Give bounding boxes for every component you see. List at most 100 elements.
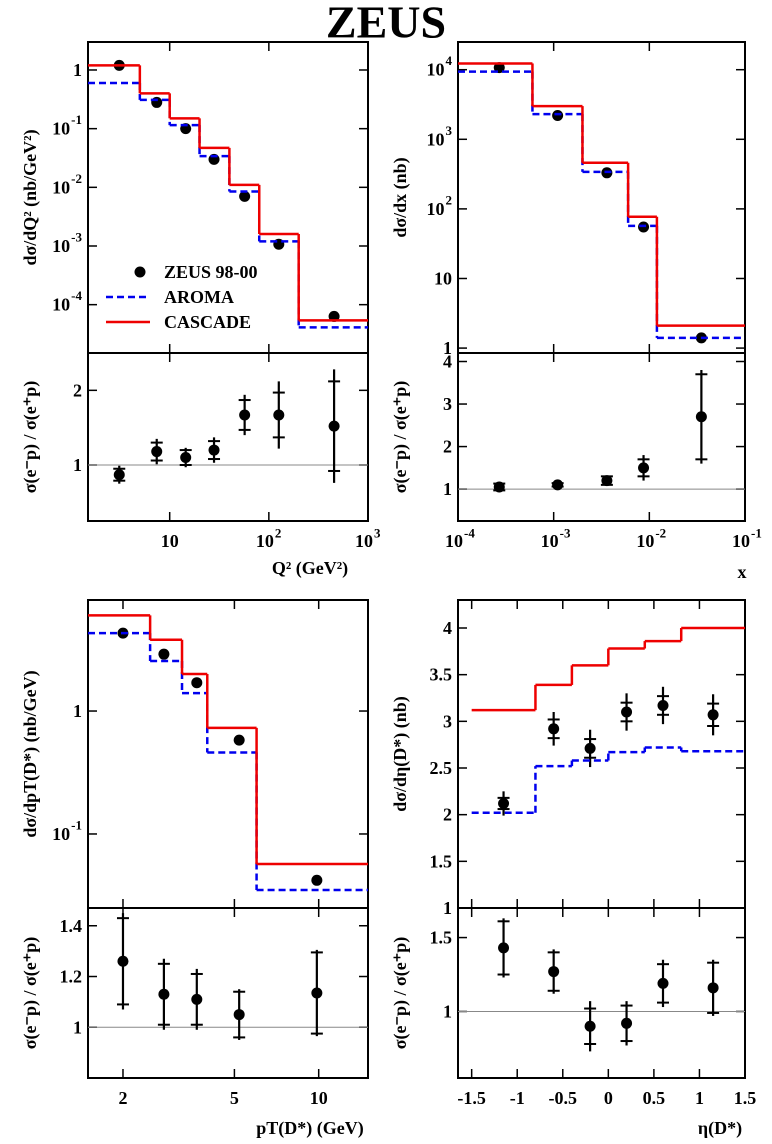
data-point — [239, 409, 251, 421]
data-point — [638, 462, 650, 474]
y-tick-label: 1 — [443, 338, 452, 358]
x-tick-label: 1.5 — [734, 1088, 757, 1108]
data-point — [233, 734, 245, 746]
y-tick-label: 1 — [73, 455, 82, 475]
y-tick-label: 1 — [73, 60, 82, 80]
data-point — [548, 723, 560, 735]
plot-frame — [457, 352, 746, 522]
x-tick-label: 1 — [695, 1088, 704, 1108]
tick-exponent: 2 — [275, 526, 282, 541]
x-tick-label: -1.5 — [457, 1088, 486, 1108]
y-tick-label: 1.2 — [60, 967, 83, 987]
x-tick-label: -0.5 — [549, 1088, 578, 1108]
data-point — [311, 874, 323, 886]
data-point — [117, 955, 129, 967]
plot-frame — [87, 352, 369, 522]
data-point — [113, 469, 125, 481]
y-tick-label: 1 — [443, 1001, 452, 1021]
x-tick-label: 10 — [636, 531, 654, 551]
figure-title: ZEUS — [326, 0, 446, 48]
tick-exponent: -3 — [71, 229, 82, 244]
data-point — [180, 452, 192, 464]
tick-exponent: -4 — [71, 288, 82, 303]
y-axis-label: dσ/dpT(D*) (nb/GeV) — [20, 670, 41, 837]
data-point — [695, 411, 707, 423]
data-point — [151, 446, 163, 458]
data-point — [498, 942, 510, 954]
x-tick-label: 10 — [310, 1088, 328, 1108]
y-tick-label: 10 — [434, 268, 452, 288]
x-tick-label: 2 — [118, 1088, 127, 1108]
x-tick-label: -1 — [510, 1088, 525, 1108]
plot-frame — [87, 907, 369, 1079]
x-tick-label: 5 — [230, 1088, 239, 1108]
data-point — [311, 987, 323, 999]
tick-exponent: 4 — [446, 53, 453, 68]
y-tick-label: 2 — [73, 380, 82, 400]
data-point — [233, 1009, 245, 1021]
y-tick-label: 10 — [52, 295, 70, 315]
x-tick-label: 10 — [355, 531, 373, 551]
x-tick-label: 10 — [541, 531, 559, 551]
data-point — [707, 709, 719, 721]
x-axis-label: pT(D*) (GeV) — [256, 1118, 363, 1139]
tick-exponent: -1 — [751, 526, 762, 541]
tick-exponent: -3 — [560, 526, 571, 541]
data-point — [621, 706, 633, 718]
legend-label: CASCADE — [164, 312, 251, 332]
data-point — [158, 648, 170, 660]
y-tick-label: 10 — [427, 129, 445, 149]
tick-exponent: 2 — [446, 192, 453, 207]
y-axis-label: σ(e⁻p) / σ(e⁺p) — [20, 937, 41, 1050]
x-axis-label: η(D*) — [698, 1118, 742, 1139]
y-axis-label: σ(e⁻p) / σ(e⁺p) — [390, 381, 411, 494]
y-tick-label: 3 — [443, 711, 452, 731]
y-tick-label: 1.5 — [430, 851, 453, 871]
data-point — [601, 475, 613, 487]
y-axis-label: dσ/dη(D*) (nb) — [390, 696, 411, 812]
data-point — [191, 677, 203, 689]
data-point — [328, 420, 340, 432]
tick-exponent: 3 — [374, 526, 381, 541]
x-tick-label: 10 — [445, 531, 463, 551]
y-tick-label: 10 — [427, 60, 445, 80]
tick-exponent: -1 — [71, 112, 82, 127]
y-tick-label: 10 — [427, 199, 445, 219]
tick-exponent: -2 — [655, 526, 666, 541]
data-point — [707, 982, 719, 994]
legend-marker — [134, 266, 146, 278]
data-point — [158, 988, 170, 1000]
data-point — [552, 109, 564, 121]
y-tick-label: 1.5 — [430, 928, 453, 948]
y-tick-label: 1 — [443, 898, 452, 918]
y-axis-label: dσ/dQ² (nb/GeV²) — [20, 129, 41, 265]
plot-frame — [87, 599, 369, 909]
y-tick-label: 3 — [443, 394, 452, 414]
y-tick-label: 4 — [443, 352, 452, 372]
tick-exponent: 3 — [446, 123, 453, 138]
data-point — [151, 96, 163, 108]
data-point — [498, 797, 510, 809]
y-tick-label: 3.5 — [430, 665, 453, 685]
plot-frame — [457, 599, 746, 909]
y-tick-label: 1.4 — [60, 916, 83, 936]
y-axis-label: dσ/dx (nb) — [390, 157, 411, 237]
plot-frame — [457, 907, 746, 1079]
y-tick-label: 1 — [73, 1017, 82, 1037]
tick-exponent: -1 — [71, 817, 82, 832]
data-point — [493, 481, 505, 493]
x-tick-label: 10 — [732, 531, 750, 551]
x-tick-label: 0.5 — [643, 1088, 666, 1108]
y-tick-label: 2.5 — [430, 758, 453, 778]
x-tick-label: 0 — [604, 1088, 613, 1108]
y-tick-label: 2 — [443, 437, 452, 457]
data-point — [621, 1017, 633, 1029]
y-tick-label: 10 — [52, 177, 70, 197]
data-point — [552, 479, 564, 491]
y-tick-label: 1 — [443, 479, 452, 499]
legend-label: ZEUS 98-00 — [164, 262, 258, 282]
data-point — [548, 966, 560, 978]
data-point — [584, 1020, 596, 1032]
